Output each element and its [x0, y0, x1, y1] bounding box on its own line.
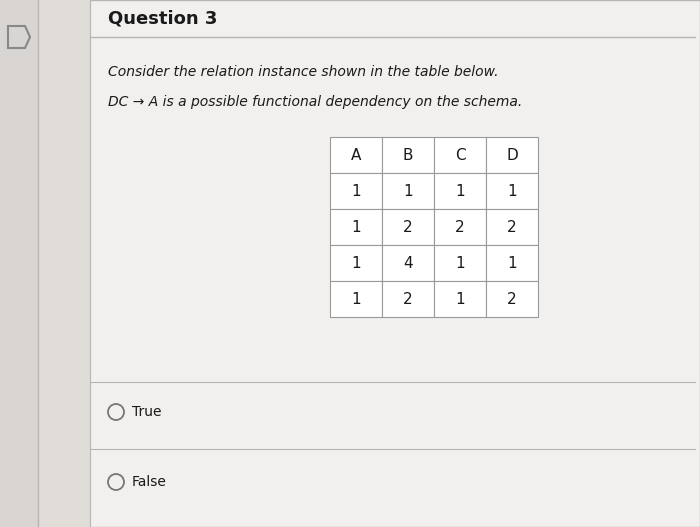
Polygon shape — [8, 26, 30, 48]
Text: 4: 4 — [403, 256, 413, 270]
Bar — [486, 209, 538, 245]
Bar — [434, 281, 486, 317]
Text: B: B — [402, 148, 413, 162]
Bar — [330, 281, 382, 317]
Text: 2: 2 — [403, 220, 413, 235]
Text: 1: 1 — [508, 256, 517, 270]
Bar — [330, 245, 382, 281]
Text: A: A — [351, 148, 361, 162]
Bar — [382, 245, 434, 281]
Bar — [486, 281, 538, 317]
Bar — [330, 173, 382, 209]
Bar — [434, 209, 486, 245]
Text: 1: 1 — [351, 291, 360, 307]
Text: 2: 2 — [508, 220, 517, 235]
Text: Consider the relation instance shown in the table below.: Consider the relation instance shown in … — [108, 65, 498, 79]
Text: 1: 1 — [351, 256, 360, 270]
Text: 2: 2 — [508, 291, 517, 307]
Bar — [382, 209, 434, 245]
Text: False: False — [132, 475, 167, 489]
Text: 2: 2 — [455, 220, 465, 235]
Bar — [38, 0, 90, 527]
Bar — [330, 137, 382, 173]
Text: 1: 1 — [455, 183, 465, 199]
Bar — [382, 173, 434, 209]
Bar — [486, 173, 538, 209]
Text: True: True — [132, 405, 162, 419]
Circle shape — [108, 404, 124, 420]
Bar — [434, 137, 486, 173]
Text: Question 3: Question 3 — [108, 10, 218, 28]
Text: D: D — [506, 148, 518, 162]
Text: 1: 1 — [455, 256, 465, 270]
Bar — [434, 173, 486, 209]
Text: 1: 1 — [351, 220, 360, 235]
Bar — [486, 245, 538, 281]
Bar — [0, 0, 38, 527]
Text: 2: 2 — [403, 291, 413, 307]
Text: 1: 1 — [455, 291, 465, 307]
Bar — [434, 245, 486, 281]
Text: 1: 1 — [403, 183, 413, 199]
Circle shape — [108, 474, 124, 490]
Text: C: C — [455, 148, 466, 162]
Text: 1: 1 — [351, 183, 360, 199]
Bar — [382, 281, 434, 317]
Bar — [382, 137, 434, 173]
Text: 1: 1 — [508, 183, 517, 199]
Bar — [486, 137, 538, 173]
Bar — [330, 209, 382, 245]
Text: DC → A is a possible functional dependency on the schema.: DC → A is a possible functional dependen… — [108, 95, 522, 109]
